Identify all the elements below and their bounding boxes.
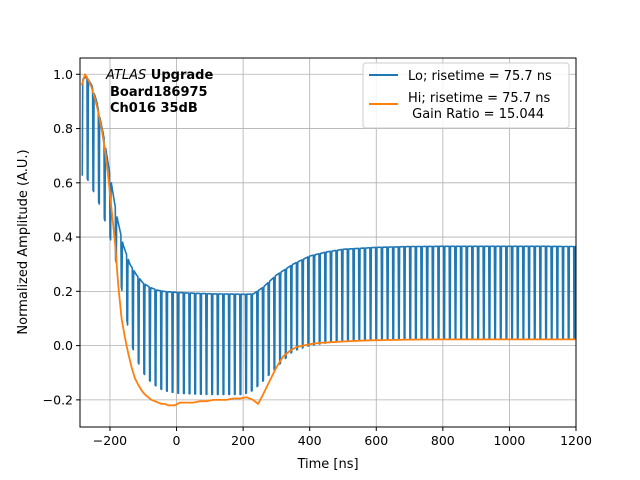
x-axis-label: Time [ns] (296, 457, 358, 472)
annotation-experiment-suffix: Upgrade (146, 68, 213, 83)
y-axis-label: Normalized Amplitude (A.U.) (16, 149, 31, 334)
y-tick-label: 0.2 (53, 284, 73, 299)
y-tick-label: 1.0 (53, 67, 73, 82)
y-tick-label: 0.0 (53, 338, 73, 353)
legend-label-hi: Hi; risetime = 75.7 ns (408, 91, 550, 106)
legend-label-gain-ratio: Gain Ratio = 15.044 (408, 107, 544, 122)
atlas-annotation: ATLAS Upgrade Board186975 Ch016 35dB (105, 68, 213, 116)
x-axis: −200 0 200 400 600 800 1000 1200 (93, 427, 592, 448)
x-tick-label: 600 (364, 433, 388, 448)
x-tick-label: −200 (93, 433, 127, 448)
x-tick-label: 1000 (494, 433, 526, 448)
annotation-board: Board186975 (110, 85, 208, 100)
legend-label-lo: Lo; risetime = 75.7 ns (408, 69, 552, 84)
legend: Lo; risetime = 75.7 ns Hi; risetime = 75… (362, 62, 570, 129)
series-lo-line (81, 76, 576, 396)
series-hi-line (80, 73, 576, 407)
x-tick-label: 400 (298, 433, 322, 448)
x-tick-label: 1200 (560, 433, 592, 448)
series-layer (80, 73, 576, 407)
y-tick-label: 0.4 (53, 230, 73, 245)
svg-text:ATLAS Upgrade: ATLAS Upgrade (105, 68, 213, 83)
legend-box (362, 62, 570, 129)
x-tick-label: 800 (431, 433, 455, 448)
plot-frame (79, 57, 577, 428)
x-tick-label: 200 (231, 433, 255, 448)
y-tick-label: 0.6 (53, 175, 73, 190)
y-tick-label: 0.8 (53, 121, 73, 136)
annotation-experiment: ATLAS (105, 68, 146, 83)
annotation-channel: Ch016 35dB (110, 101, 198, 116)
y-axis: −0.2 0.0 0.2 0.4 0.6 0.8 1.0 (43, 67, 80, 407)
x-tick-label: 0 (173, 433, 181, 448)
y-tick-label: −0.2 (43, 392, 73, 407)
